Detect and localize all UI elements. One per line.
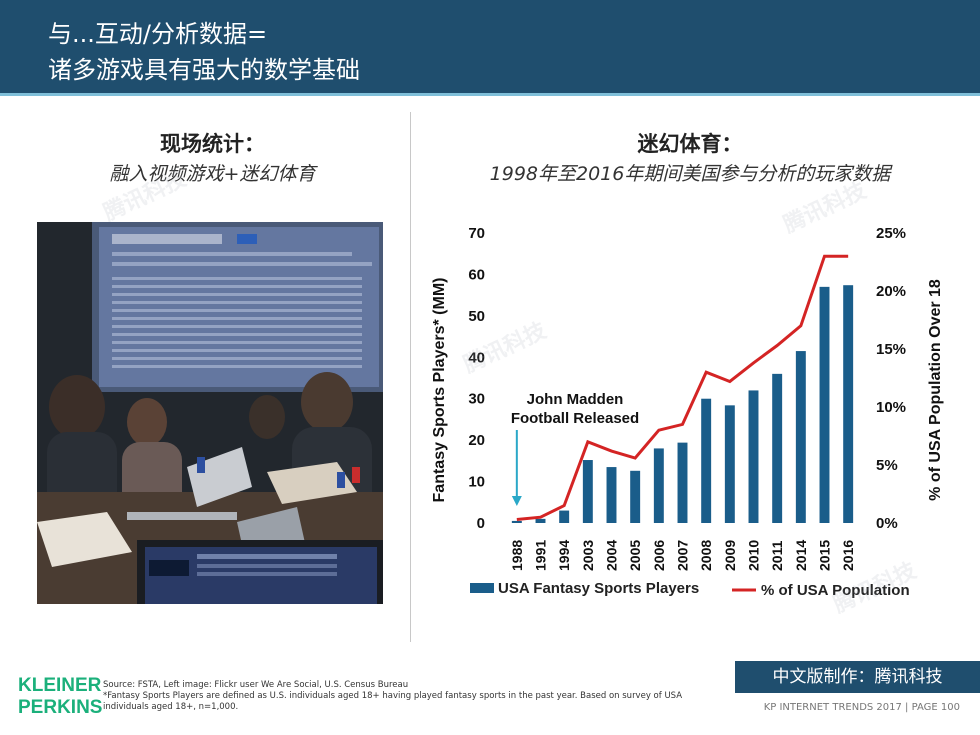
bar-2014 bbox=[795, 351, 806, 523]
x-tick-2015: 2015 bbox=[817, 540, 833, 571]
annotation-line-2: Football Released bbox=[511, 410, 639, 427]
legend-bar-label: USA Fantasy Sports Players bbox=[498, 580, 699, 597]
legend-bar-swatch bbox=[470, 583, 494, 593]
bar-1991 bbox=[535, 518, 546, 523]
y-axis-labels: 0 10 20 30 40 50 60 70 bbox=[468, 225, 485, 532]
kleiner-perkins-logo: KLEINER PERKINS bbox=[18, 675, 102, 719]
bar-2006 bbox=[653, 448, 664, 523]
bar-2005 bbox=[630, 470, 641, 523]
y-tick-70: 70 bbox=[468, 225, 485, 242]
header-accent-line bbox=[0, 93, 980, 96]
panel-divider bbox=[410, 112, 411, 642]
x-tick-2014: 2014 bbox=[793, 540, 809, 571]
bar-2009 bbox=[724, 405, 735, 523]
brand-line-1: KLEINER bbox=[18, 675, 102, 696]
x-tick-2008: 2008 bbox=[698, 540, 714, 571]
y2-tick-0%: 0% bbox=[876, 515, 898, 532]
bar-2008 bbox=[701, 398, 712, 523]
y-tick-10: 10 bbox=[468, 474, 485, 491]
x-tick-2007: 2007 bbox=[675, 540, 691, 571]
brand-line-2: PERKINS bbox=[18, 697, 103, 718]
slide-title-line-2: 诸多游戏具有强大的数学基础 bbox=[48, 56, 360, 84]
annotation-arrow bbox=[511, 430, 522, 506]
photo-illustration bbox=[37, 222, 383, 604]
bar-2015 bbox=[819, 286, 830, 523]
y2-axis-title: % of USA Population Over 18 bbox=[927, 279, 944, 501]
x-tick-2005: 2005 bbox=[627, 540, 643, 571]
y2-tick-5%: 5% bbox=[876, 457, 898, 474]
bar-2016 bbox=[843, 285, 854, 523]
source-notes: Source: FSTA, Left image: Flickr user We… bbox=[103, 680, 703, 713]
x-tick-2010: 2010 bbox=[746, 540, 762, 571]
bar-1994 bbox=[559, 510, 570, 523]
page-number: KP INTERNET TRENDS 2017 | PAGE 100 bbox=[763, 702, 960, 713]
bar-2007 bbox=[677, 442, 688, 523]
y2-tick-20%: 20% bbox=[876, 283, 906, 300]
bar-2003 bbox=[582, 460, 593, 523]
x-tick-1988: 1988 bbox=[509, 540, 525, 571]
x-tick-2003: 2003 bbox=[580, 540, 596, 571]
y-tick-20: 20 bbox=[468, 432, 485, 449]
source-line: Source: FSTA, Left image: Flickr user We… bbox=[103, 680, 409, 690]
y-tick-30: 30 bbox=[468, 391, 485, 408]
header-bar bbox=[0, 0, 980, 96]
y2-tick-25%: 25% bbox=[876, 225, 906, 242]
chart-heading: 迷幻体育： bbox=[637, 132, 743, 156]
bar-2010 bbox=[748, 390, 759, 523]
x-axis-labels: 1988 1991 1994 2003 2004 2005 2006 2007 2008 2009… bbox=[509, 540, 856, 571]
x-tick-2009: 2009 bbox=[722, 540, 738, 571]
population-percent-line bbox=[516, 254, 849, 522]
x-tick-1994: 1994 bbox=[556, 540, 572, 571]
left-panel-subtitle: 融入视频游戏+迷幻体育 bbox=[109, 163, 316, 185]
bar-2011 bbox=[772, 373, 783, 523]
bar-2004 bbox=[606, 467, 617, 523]
slide-title-line-1: 与...互动/分析数据= bbox=[48, 20, 268, 48]
y-tick-50: 50 bbox=[468, 308, 485, 325]
event-photo bbox=[37, 222, 383, 604]
y2-tick-15%: 15% bbox=[876, 341, 906, 358]
x-tick-2016: 2016 bbox=[840, 540, 856, 571]
fantasy-sports-chart: 1988 1991 1994 2003 2004 2005 2006 2007 2008 2009… bbox=[431, 225, 944, 599]
x-tick-2006: 2006 bbox=[651, 540, 667, 571]
legend-line-label: % of USA Population bbox=[761, 582, 910, 599]
y-tick-0: 0 bbox=[477, 515, 485, 532]
x-tick-2011: 2011 bbox=[769, 540, 785, 571]
x-tick-1991: 1991 bbox=[533, 540, 549, 571]
annotation-arrow-head bbox=[511, 496, 522, 506]
annotation-line-1: John Madden bbox=[527, 391, 624, 408]
y-tick-60: 60 bbox=[468, 266, 485, 283]
chart-subheading: 1998年至2016年期间美国参与分析的玩家数据 bbox=[489, 163, 891, 185]
y2-axis-labels: 0% 5% 10% 15% 20% 25% bbox=[876, 225, 906, 532]
bar-1988 bbox=[511, 520, 522, 523]
footnote-line: *Fantasy Sports Players are defined as U… bbox=[103, 691, 683, 712]
bar-series bbox=[511, 285, 854, 523]
y-axis-title: Fantasy Sports Players* (MM) bbox=[431, 278, 448, 503]
y2-tick-10%: 10% bbox=[876, 399, 906, 416]
translator-badge: 中文版制作：腾讯科技 bbox=[735, 661, 980, 693]
y-tick-40: 40 bbox=[468, 349, 485, 366]
x-tick-2004: 2004 bbox=[604, 540, 620, 571]
left-panel-title: 现场统计： bbox=[160, 132, 265, 156]
